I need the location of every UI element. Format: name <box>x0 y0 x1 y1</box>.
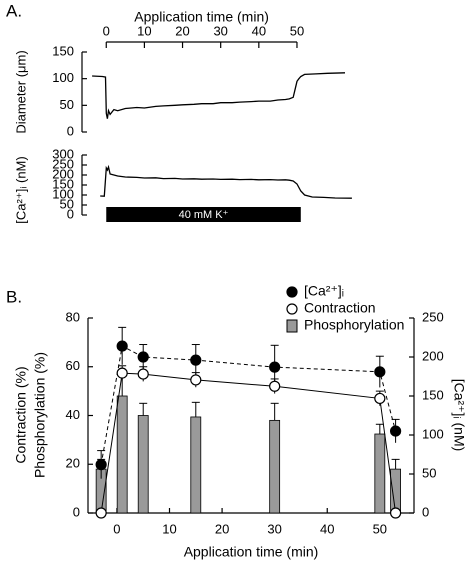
y-tick-label: 60 <box>66 358 80 373</box>
trace <box>92 72 346 119</box>
y-tick-label: 100 <box>422 426 444 441</box>
bar <box>137 415 149 514</box>
x-tick-label: 20 <box>215 521 229 536</box>
x-tick-label: 30 <box>267 521 281 536</box>
marker <box>190 374 202 386</box>
y-tick-label: 250 <box>52 156 74 171</box>
marker <box>374 392 386 405</box>
x-tick-label: 0 <box>113 521 120 536</box>
marker <box>116 340 128 352</box>
y-axis-title: Phosphorylation (%) <box>32 352 48 478</box>
legend-swatch <box>286 286 298 298</box>
y-tick-label: 150 <box>52 176 74 191</box>
y-tick-label: 150 <box>52 43 74 58</box>
x-tick-label: 40 <box>320 521 334 536</box>
stimulus-label: 40 mM K⁺ <box>179 209 229 221</box>
y-tick-label: 200 <box>52 166 74 181</box>
y2-axis-title: [Ca²⁺]ᵢ (nM) <box>451 379 467 452</box>
legend-label: Contraction <box>304 300 376 316</box>
marker <box>95 507 107 519</box>
marker <box>389 425 402 437</box>
y-tick-label: 100 <box>52 186 74 201</box>
error-bar <box>191 401 200 417</box>
marker <box>137 368 149 380</box>
error-bar <box>270 402 279 421</box>
y-tick-label: 80 <box>66 309 80 324</box>
bar <box>116 395 128 514</box>
y-tick-label: 50 <box>422 465 436 480</box>
x-tick-label: 30 <box>213 23 227 38</box>
x-axis-title: Application time (min) <box>184 544 319 560</box>
y-tick-label: 40 <box>66 407 80 422</box>
y-tick-label: 50 <box>60 196 74 211</box>
y-tick-label: 50 <box>60 97 74 112</box>
legend-swatch <box>286 303 298 315</box>
bar <box>269 419 281 514</box>
panel-label: B. <box>6 287 22 306</box>
y-tick-label: 0 <box>73 504 80 519</box>
error-bar <box>391 458 400 470</box>
marker <box>190 354 202 366</box>
marker <box>116 367 128 379</box>
y-axis-title: Contraction (%) <box>13 366 29 463</box>
error-bar <box>139 402 148 416</box>
x-tick-label: 40 <box>252 23 266 38</box>
legend-label: [Ca²⁺]ᵢ <box>304 283 344 299</box>
y-tick-label: 300 <box>52 146 74 161</box>
y-tick-label: 100 <box>52 70 74 85</box>
marker <box>374 366 386 378</box>
y-tick-label: 0 <box>67 123 74 138</box>
marker <box>269 380 281 392</box>
y-tick-label: 0 <box>67 206 74 221</box>
bar <box>374 433 386 514</box>
x-tick-label: 20 <box>175 23 189 38</box>
bar <box>190 416 202 514</box>
legend-swatch <box>286 319 298 333</box>
marker <box>389 507 402 519</box>
y-axis-title: [Ca²⁺]ᵢ (nM) <box>13 156 28 223</box>
panel-label: A. <box>6 1 22 20</box>
x-tick-label: 10 <box>162 521 176 536</box>
trace <box>100 164 352 199</box>
y-tick-label: 250 <box>422 309 444 324</box>
y-axis-title: Diameter (μm) <box>13 50 28 133</box>
y-tick-label: 0 <box>422 504 429 519</box>
x-tick-label: 10 <box>137 23 151 38</box>
stimulus-bar <box>106 207 301 222</box>
y-tick-label: 200 <box>422 348 444 363</box>
marker <box>137 351 149 363</box>
x-tick-label: 50 <box>373 521 387 536</box>
x-tick-label: 0 <box>103 23 110 38</box>
y-tick-label: 20 <box>66 456 80 471</box>
error-bar <box>375 423 384 435</box>
marker <box>95 459 107 471</box>
y-tick-label: 150 <box>422 387 444 402</box>
x-axis-title: Application time (min) <box>134 9 269 25</box>
x-tick-label: 50 <box>290 23 304 38</box>
legend-label: Phosphorylation <box>304 317 404 333</box>
marker <box>269 361 281 373</box>
